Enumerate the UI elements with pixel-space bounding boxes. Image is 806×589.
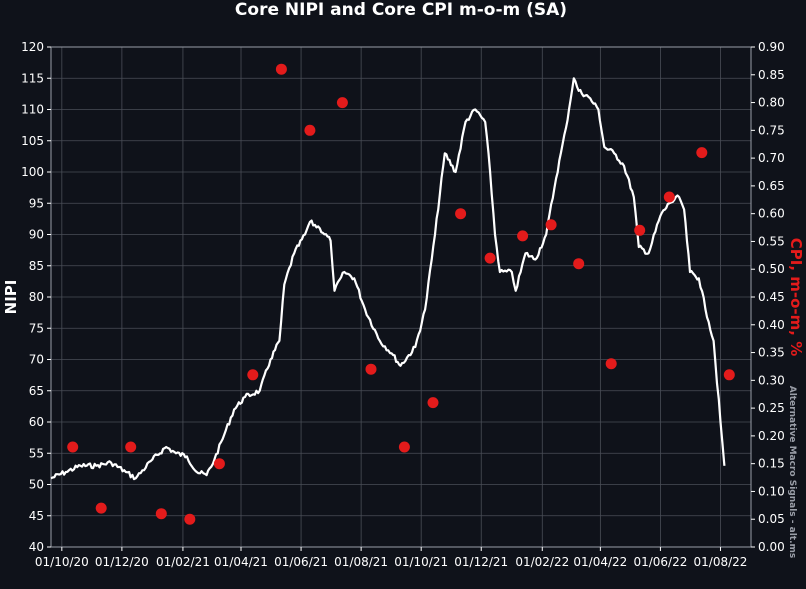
watermark: Alternative Macro Signals - alt.ms: [787, 386, 797, 559]
x-tick-label: 01/06/21: [274, 555, 328, 569]
x-tick-label: 01/06/22: [633, 555, 687, 569]
right-tick-label: 0.55: [758, 234, 785, 248]
x-tick-label: 01/04/21: [214, 555, 268, 569]
cpi-dot: [155, 508, 167, 520]
left-tick-label: 100: [21, 165, 44, 179]
cpi-dot: [398, 441, 410, 453]
right-tick-label: 0.35: [758, 346, 785, 360]
cpi-dot: [427, 397, 439, 409]
cpi-dot: [304, 124, 316, 136]
grid: [51, 46, 751, 548]
right-tick-label: 0.45: [758, 290, 785, 304]
left-axis-label: NIPI: [2, 280, 20, 315]
left-tick-label: 90: [29, 228, 44, 242]
cpi-dot: [213, 458, 225, 470]
right-tick-label: 0.65: [758, 179, 785, 193]
x-tick-label: 01/12/21: [454, 555, 508, 569]
x-tick-label: 01/02/21: [156, 555, 210, 569]
left-tick-label: 45: [29, 509, 44, 523]
left-tick-label: 95: [29, 196, 44, 210]
x-tick-label: 01/10/20: [35, 555, 89, 569]
cpi-dot: [484, 252, 496, 264]
right-tick-label: 0.75: [758, 123, 785, 137]
cpi-dot: [455, 208, 467, 220]
right-axis-label: CPI, m-o-m, %: [787, 238, 805, 356]
right-tick-label: 0.30: [758, 373, 785, 387]
cpi-dot: [67, 441, 79, 453]
cpi-dot: [573, 258, 585, 270]
left-tick-label: 70: [29, 353, 44, 367]
cpi-dot: [696, 147, 708, 159]
cpi-dot: [663, 191, 675, 203]
cpi-dot: [247, 369, 259, 381]
left-tick-label: 50: [29, 478, 44, 492]
x-tick-label: 01/12/20: [95, 555, 149, 569]
left-tick-label: 75: [29, 321, 44, 335]
cpi-dot: [545, 219, 557, 231]
right-y-ticks: 0.00 0.05 0.10 0.15 0.20 0.25 0.30 0.35 0.40 0.45…: [751, 40, 785, 554]
right-tick-label: 0.85: [758, 68, 785, 82]
x-ticks: 01/10/20 01/12/20 01/02/21 01/04/21 01/06/21…: [35, 547, 748, 569]
right-tick-label: 0.90: [758, 40, 785, 54]
right-tick-label: 0.25: [758, 401, 785, 415]
right-tick-label: 0.20: [758, 429, 785, 443]
left-tick-label: 55: [29, 446, 44, 460]
x-tick-label: 01/10/21: [394, 555, 448, 569]
cpi-dot: [605, 358, 617, 370]
right-tick-label: 0.00: [758, 540, 785, 554]
cpi-dot: [634, 224, 646, 236]
x-tick-label: 01/08/22: [694, 555, 748, 569]
left-tick-label: 85: [29, 259, 44, 273]
left-tick-label: 60: [29, 415, 44, 429]
cpi-dot: [517, 230, 529, 242]
x-tick-label: 01/04/22: [573, 555, 627, 569]
left-tick-label: 120: [21, 40, 44, 54]
cpi-dot: [275, 63, 287, 75]
cpi-dot: [365, 363, 377, 375]
right-tick-label: 0.80: [758, 96, 785, 110]
chart-title: Core NIPI and Core CPI m-o-m (SA): [235, 0, 567, 20]
left-tick-label: 105: [21, 134, 44, 148]
cpi-dot: [184, 513, 196, 525]
right-tick-label: 0.50: [758, 262, 785, 276]
right-tick-label: 0.15: [758, 457, 785, 471]
left-tick-label: 65: [29, 384, 44, 398]
nipi-line: [50, 77, 726, 481]
right-tick-label: 0.05: [758, 512, 785, 526]
right-tick-label: 0.70: [758, 151, 785, 165]
cpi-dot: [125, 441, 137, 453]
right-tick-label: 0.40: [758, 318, 785, 332]
x-tick-label: 01/08/21: [334, 555, 388, 569]
left-tick-label: 110: [21, 103, 44, 117]
left-tick-label: 115: [21, 71, 44, 85]
cpi-dot: [95, 502, 107, 514]
cpi-dot-layer: [67, 63, 735, 525]
x-tick-label: 01/02/22: [515, 555, 569, 569]
right-tick-label: 0.10: [758, 484, 785, 498]
cpi-dot: [336, 97, 348, 109]
left-tick-label: 40: [29, 540, 44, 554]
cpi-dot: [723, 369, 735, 381]
nipi-line-layer: [50, 77, 726, 481]
left-y-ticks: 40 45 50 55 60 65 70 75 80 85 90 95 100 105 110 115 120: [21, 40, 51, 554]
right-tick-label: 0.60: [758, 207, 785, 221]
left-tick-label: 80: [29, 290, 44, 304]
